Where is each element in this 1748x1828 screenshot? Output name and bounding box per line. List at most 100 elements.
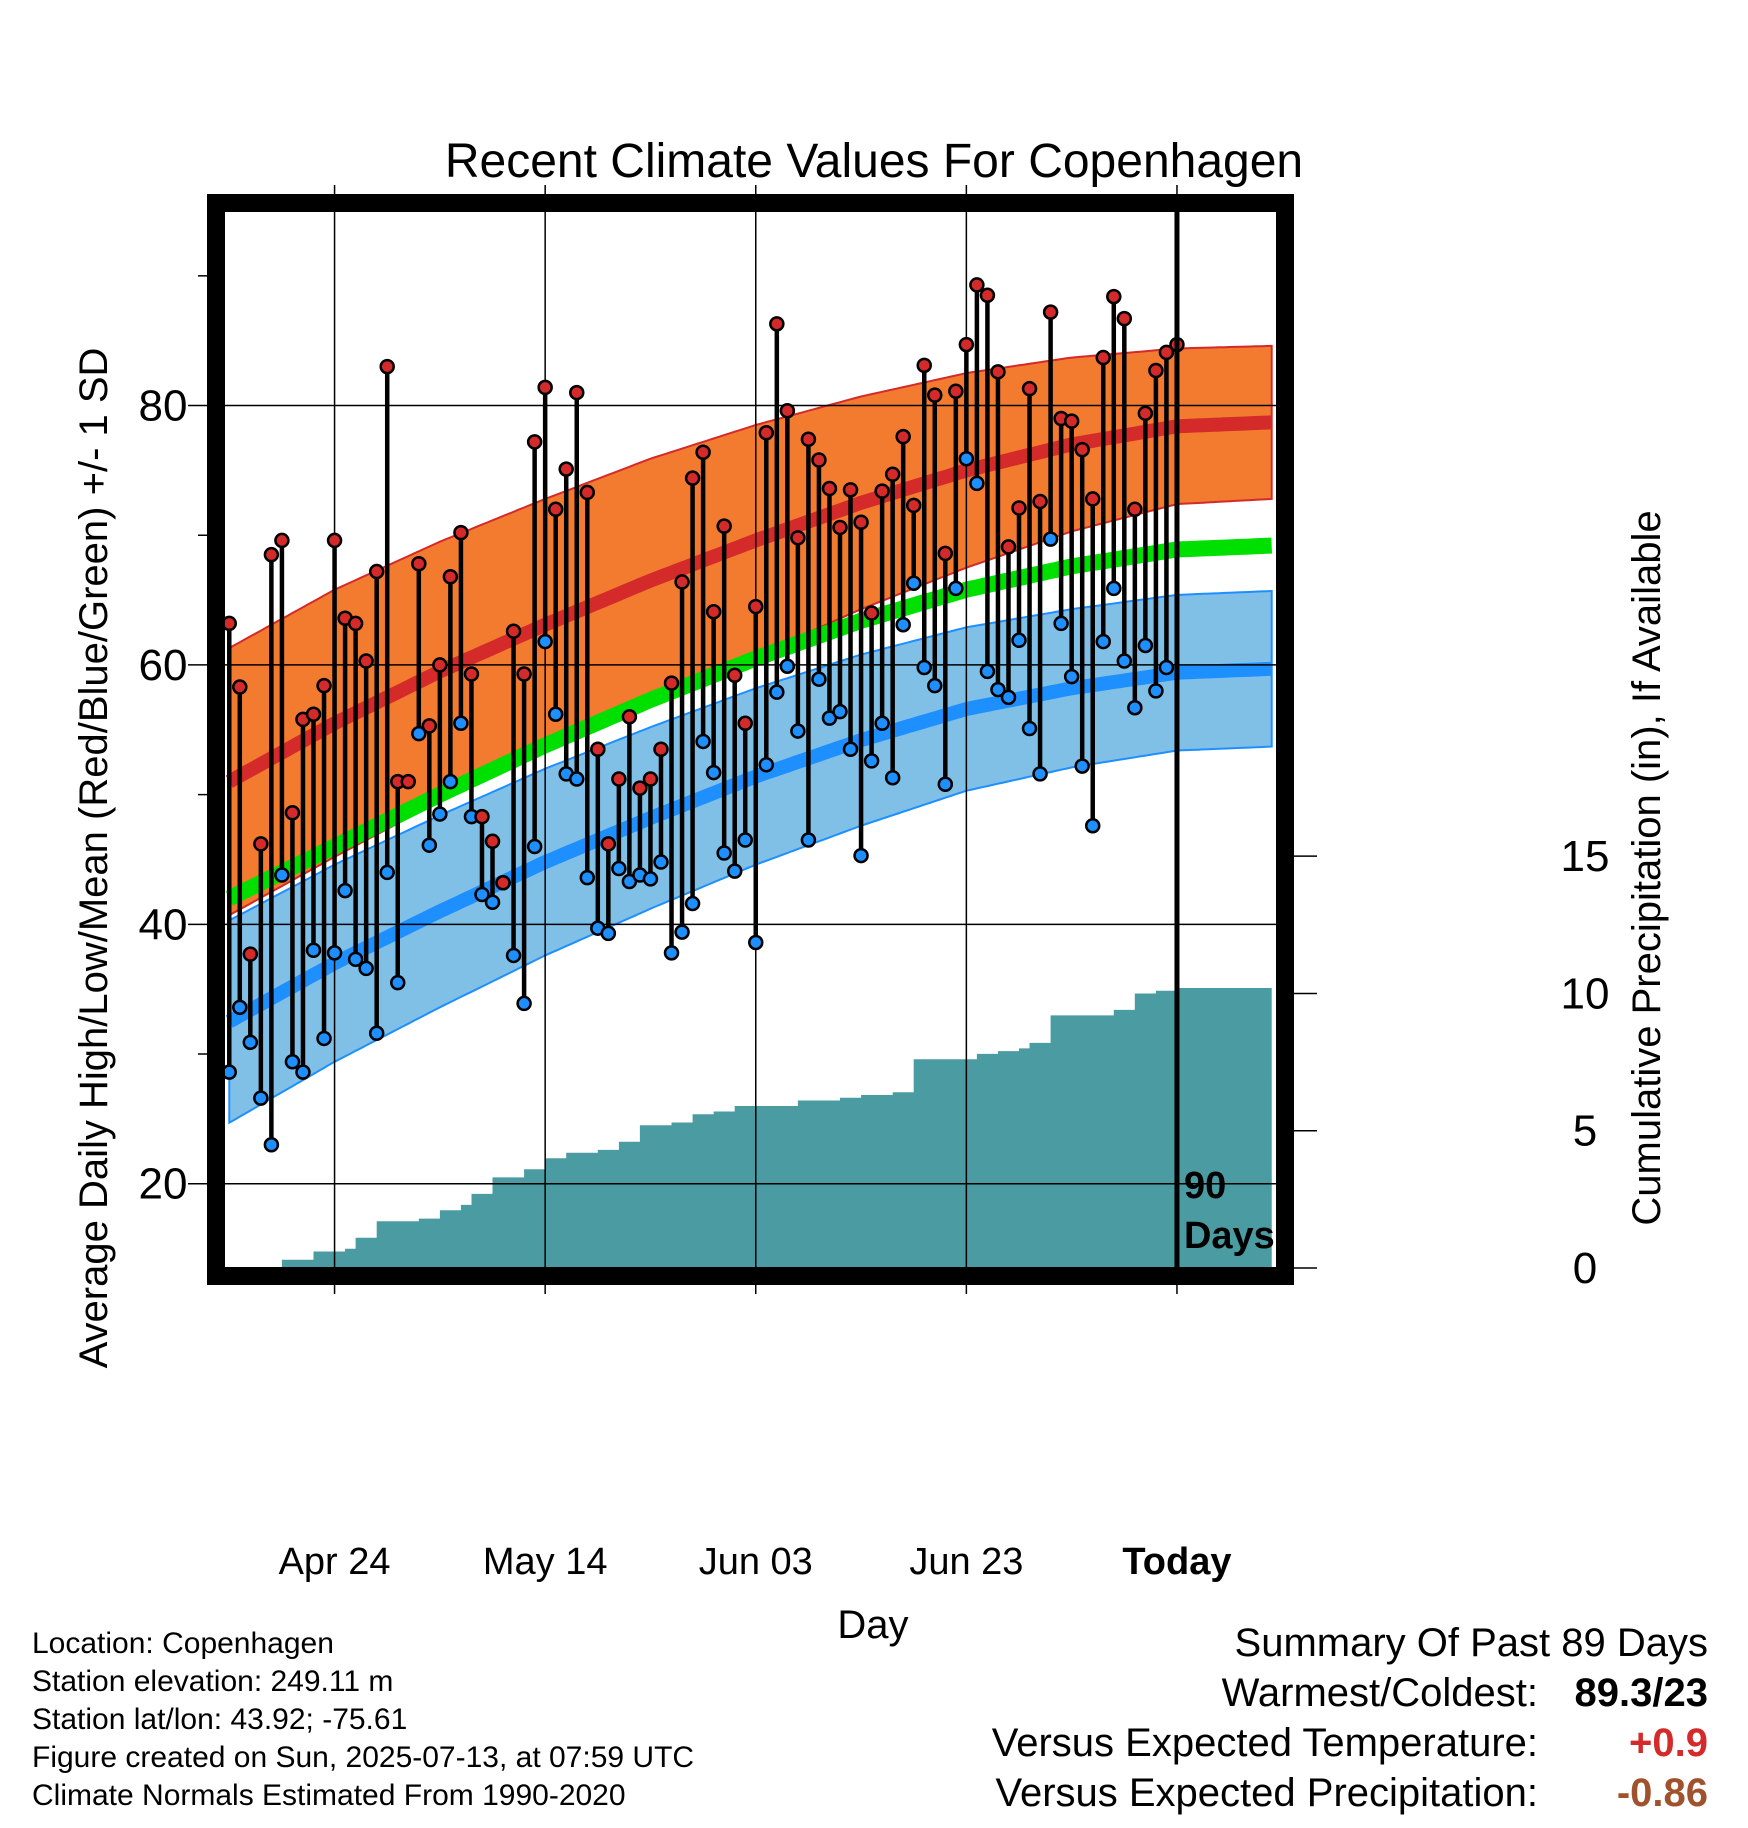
- daily-high-point: [874, 483, 890, 499]
- plot-inner: 90 Days: [224, 211, 1277, 1268]
- normal-low-line: [225, 661, 1272, 1028]
- daily-low-point: [242, 1034, 259, 1051]
- daily-high-point: [326, 532, 343, 549]
- info-normals: Climate Normals Estimated From 1990-2020: [32, 1779, 626, 1812]
- daily-low-point: [347, 951, 364, 968]
- daily-low-point: [474, 886, 490, 903]
- daily-high-point: [224, 615, 238, 632]
- daily-high-point: [232, 679, 248, 695]
- daily-high-point: [347, 615, 364, 632]
- x-tick-label: Today: [1122, 1541, 1231, 1583]
- daily-low-point: [1063, 668, 1080, 685]
- summary-temp-row: Versus Expected Temperature: +0.9: [992, 1718, 1708, 1768]
- daily-low-point: [1127, 699, 1143, 716]
- daily-high-point: [916, 357, 932, 374]
- daily-low-point: [642, 871, 659, 887]
- daily-high-point: [1084, 491, 1101, 507]
- daily-high-point: [421, 718, 438, 734]
- daily-low-point: [337, 882, 353, 899]
- daily-high-point: [863, 605, 880, 621]
- plot-frame: [207, 194, 1294, 1285]
- daily-low-point: [811, 671, 827, 687]
- daily-high-point: [800, 431, 817, 448]
- daily-high-point: [842, 482, 859, 498]
- daily-low-point: [937, 776, 954, 792]
- daily-low-point: [842, 741, 859, 757]
- daily-low-point: [421, 837, 438, 853]
- y-right-tick-label: 0: [1573, 1244, 1597, 1293]
- summary-header: Summary Of Past 89 Days: [1234, 1621, 1708, 1665]
- daily-low-point: [1000, 689, 1017, 706]
- daily-high-point: [600, 836, 617, 852]
- daily-low-point: [484, 894, 501, 911]
- daily-low-point: [895, 616, 911, 633]
- daily-low-point: [948, 580, 964, 597]
- daily-high-point: [432, 657, 448, 673]
- daily-low-point: [389, 974, 406, 991]
- daily-high-point: [737, 715, 753, 732]
- plot-area: 90 Days Apr 24 May 14 Jun 03 Jun 23 Today 20 40 6…: [139, 185, 1610, 1583]
- daily-high-point: [253, 836, 269, 852]
- today-marker-label: 90: [1184, 1165, 1226, 1207]
- daily-high-point: [1000, 539, 1017, 555]
- daily-low-point: [705, 764, 722, 781]
- daily-low-point: [326, 945, 343, 961]
- summary-temp-value: +0.9: [1629, 1721, 1708, 1765]
- daily-low-point: [1116, 653, 1133, 669]
- daily-low-point: [853, 847, 869, 864]
- daily-low-point: [1053, 615, 1069, 632]
- daily-low-point: [432, 806, 448, 822]
- daily-low-point: [442, 773, 459, 790]
- daily-low-point: [526, 838, 543, 855]
- daily-low-point: [863, 753, 880, 769]
- daily-low-point: [695, 733, 711, 750]
- daily-high-point: [1158, 344, 1175, 361]
- daily-low-point: [1011, 632, 1027, 649]
- daily-low-point: [726, 863, 743, 879]
- daily-low-point: [263, 1137, 280, 1153]
- daily-low-point: [663, 945, 680, 961]
- daily-high-point: [663, 675, 680, 691]
- daily-low-point: [284, 1054, 301, 1070]
- y-left-tick-label: 60: [139, 641, 188, 690]
- daily-low-point: [516, 995, 532, 1012]
- daily-low-point: [232, 999, 248, 1016]
- daily-high-point: [705, 604, 722, 620]
- daily-high-point: [463, 666, 480, 682]
- daily-low-point: [547, 706, 564, 722]
- y-right-tick-label: 10: [1561, 969, 1610, 1018]
- daily-high-point: [695, 444, 711, 460]
- daily-low-point: [832, 703, 848, 720]
- daily-low-point: [874, 715, 890, 732]
- daily-low-point: [1032, 766, 1048, 782]
- daily-high-point: [453, 524, 469, 541]
- daily-low-point: [927, 677, 943, 694]
- daily-high-point: [821, 480, 838, 497]
- daily-low-point: [990, 681, 1006, 698]
- daily-high-point: [1148, 362, 1164, 379]
- daily-high-point: [442, 568, 459, 585]
- daily-high-point: [653, 741, 669, 757]
- daily-low-point: [453, 715, 469, 732]
- daily-high-point: [642, 771, 659, 787]
- daily-high-point: [505, 623, 522, 639]
- daily-high-point: [790, 530, 806, 546]
- daily-high-point: [748, 598, 764, 615]
- daily-low-point: [979, 663, 996, 680]
- daily-low-point: [916, 659, 932, 676]
- daily-low-point: [569, 771, 585, 787]
- summary-warmest-label: Warmest/Coldest:: [1221, 1671, 1538, 1715]
- daily-high-point: [611, 771, 627, 787]
- summary-panel: Summary Of Past 89 Days Warmest/Coldest:…: [992, 1618, 1708, 1818]
- daily-high-point: [832, 519, 848, 536]
- daily-low-point: [790, 723, 806, 739]
- daily-high-point: [590, 741, 606, 757]
- summary-precip-value: -0.86: [1616, 1771, 1708, 1815]
- daily-high-point: [1106, 288, 1122, 305]
- daily-high-point: [758, 425, 775, 441]
- daily-high-point: [853, 514, 869, 531]
- x-tick-label: Apr 24: [279, 1541, 391, 1583]
- daily-low-point: [253, 1090, 269, 1106]
- daily-high-point: [400, 773, 417, 790]
